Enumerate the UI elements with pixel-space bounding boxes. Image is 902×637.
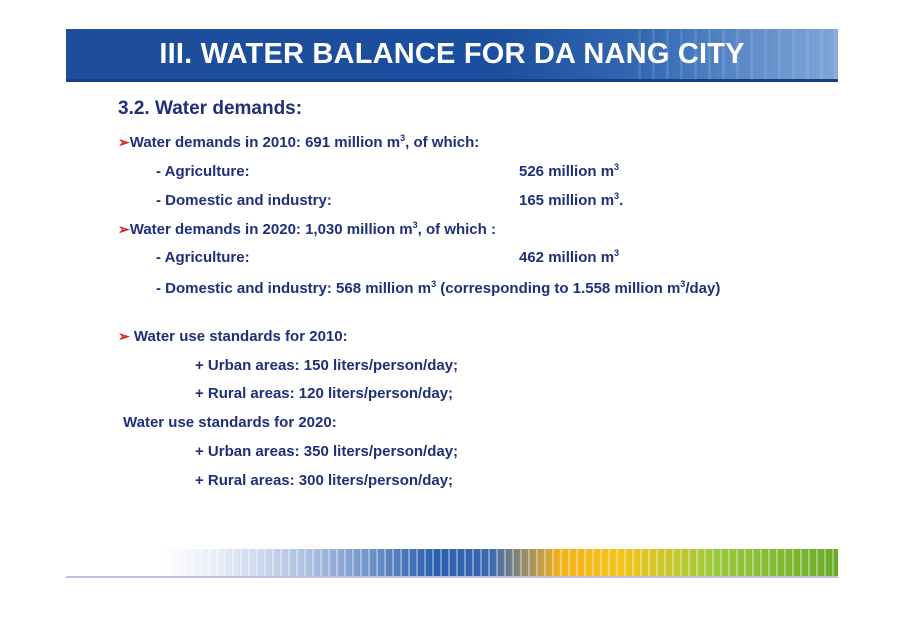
demand-2020-text: Water demands in 2020: 1,030 million m: [129, 221, 413, 238]
arrow-bullet-icon: ➢: [118, 328, 130, 344]
standards-2010-urban: + Urban areas: 150 liters/person/day;: [195, 357, 459, 374]
dom-text-3: /day): [685, 280, 721, 297]
value-text: 165 million m: [519, 192, 615, 209]
demand-2010-line: ➢Water demands in 2010: 691 million m3, …: [118, 133, 480, 152]
superscript: 3: [431, 279, 437, 289]
demand-2010-text: Water demands in 2010: 691 million m: [129, 134, 401, 151]
banner-decoration: [638, 29, 838, 79]
footer-divider: [66, 576, 838, 578]
footer-decoration: [66, 549, 838, 576]
dom-text-2: (corresponding to 1.558 million m: [436, 280, 681, 297]
standards-2020-heading: Water use standards for 2020:: [123, 414, 337, 431]
demand-2020-dom-line: - Domestic and industry: 568 million m3 …: [156, 278, 798, 299]
slide-title: III. WATER BALANCE FOR DA NANG CITY: [159, 38, 745, 70]
demand-2020-agri-value: 462 million m3: [519, 248, 620, 267]
value-tail: .: [619, 192, 624, 209]
heading-text: Water use standards for 2010:: [129, 328, 348, 345]
arrow-bullet-icon: ➢: [118, 221, 130, 237]
demand-2010-tail: , of which:: [405, 134, 480, 151]
demand-2010-agri-label: - Agriculture:: [156, 163, 250, 180]
superscript: 3: [614, 248, 620, 258]
section-heading: 3.2. Water demands:: [118, 98, 303, 119]
superscript: 3: [412, 220, 418, 230]
dom-text-1: - Domestic and industry: 568 million m: [156, 280, 432, 297]
standards-2020-urban: + Urban areas: 350 liters/person/day;: [195, 443, 459, 460]
superscript: 3: [614, 191, 620, 201]
demand-2020-tail: , of which :: [417, 221, 496, 238]
standards-2020-rural: + Rural areas: 300 liters/person/day;: [195, 472, 454, 489]
demand-2010-agri-value: 526 million m3: [519, 162, 620, 181]
title-banner: III. WATER BALANCE FOR DA NANG CITY: [66, 29, 838, 82]
superscript: 3: [614, 162, 620, 172]
demand-2010-dom-label: - Domestic and industry:: [156, 192, 332, 209]
standards-2010-heading: ➢ Water use standards for 2010:: [118, 328, 348, 345]
superscript: 3: [680, 279, 686, 289]
value-text: 526 million m: [519, 163, 615, 180]
demand-2020-line: ➢Water demands in 2020: 1,030 million m3…: [118, 220, 496, 239]
arrow-bullet-icon: ➢: [118, 134, 130, 150]
standards-2010-rural: + Rural areas: 120 liters/person/day;: [195, 385, 454, 402]
value-text: 462 million m: [519, 249, 615, 266]
demand-2020-agri-label: - Agriculture:: [156, 249, 250, 266]
superscript: 3: [400, 133, 406, 143]
demand-2010-dom-value: 165 million m3.: [519, 191, 624, 210]
